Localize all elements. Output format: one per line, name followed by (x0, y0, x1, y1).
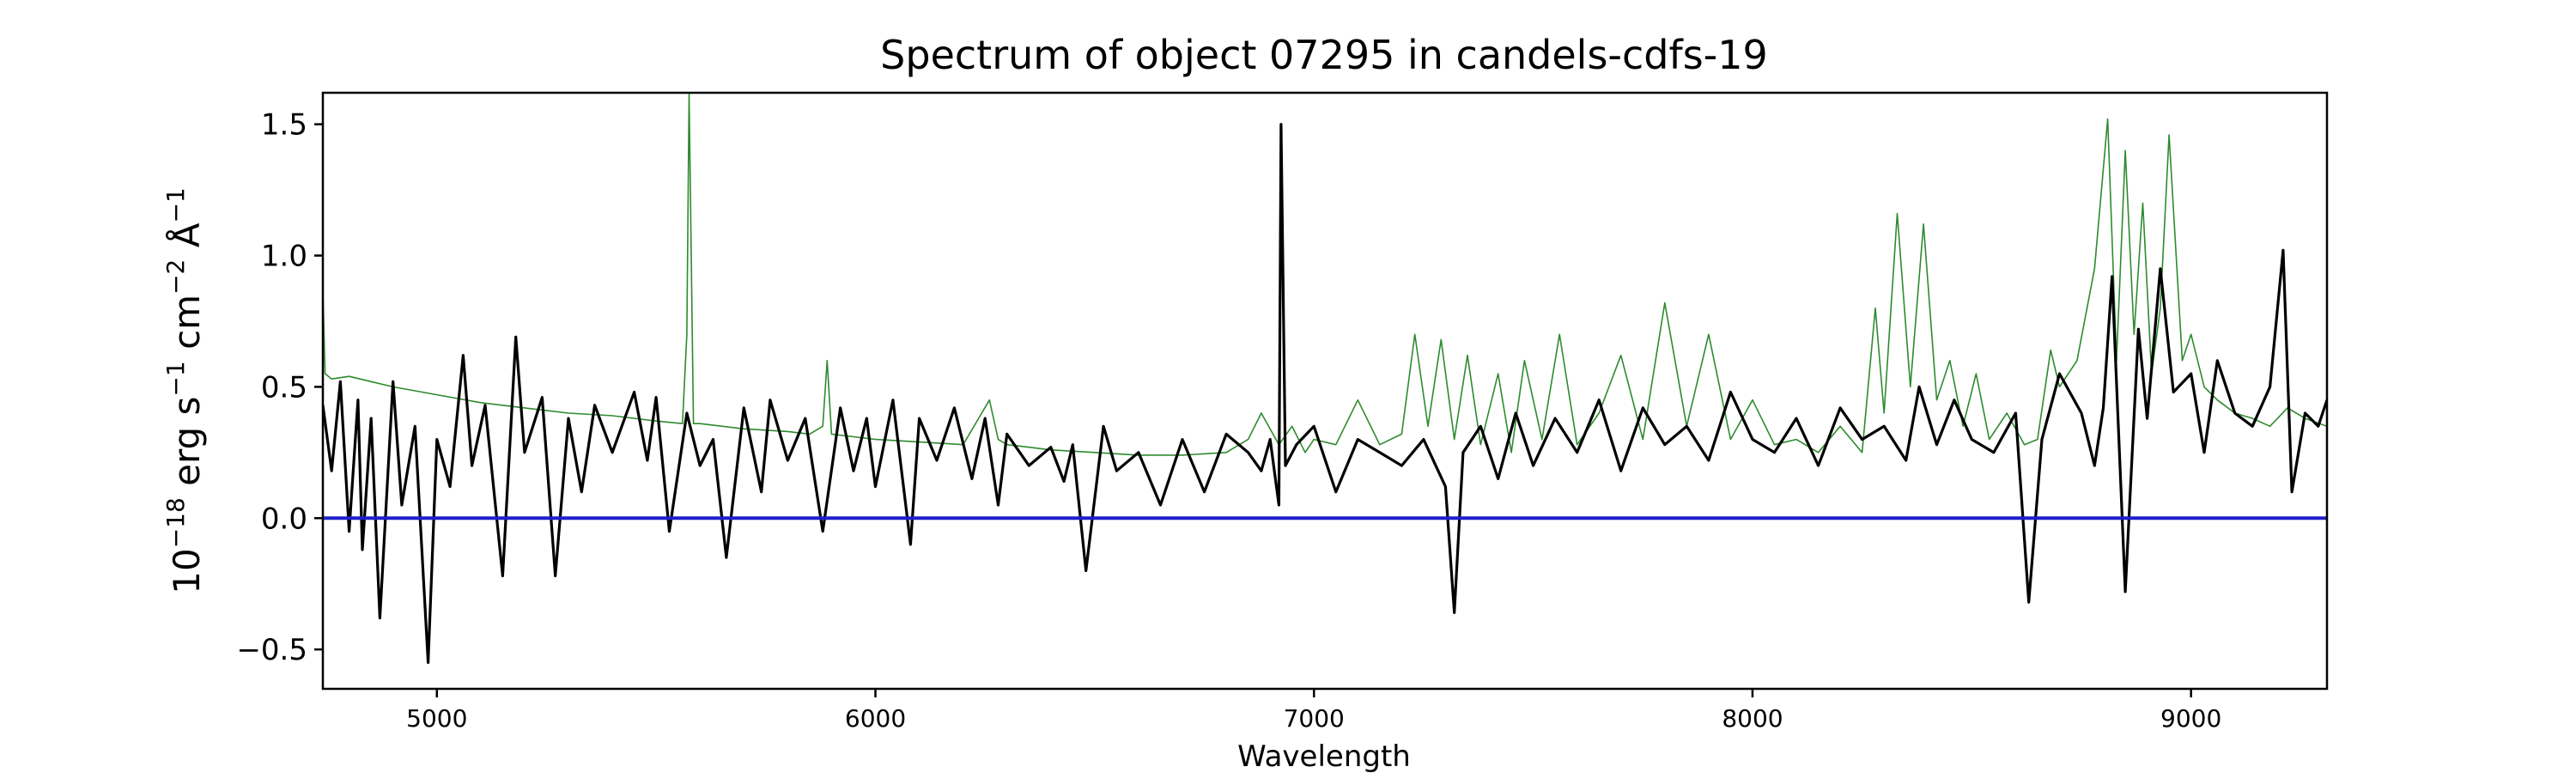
x-tick-label: 8000 (1722, 704, 1783, 733)
y-label-erg: erg s (166, 397, 208, 498)
y-label-cm: cm (166, 295, 208, 361)
y-label-base: 10 (166, 548, 208, 593)
plot-area (323, 93, 2327, 665)
y-tick-label: 1.0 (261, 240, 307, 274)
y-tick-label: 1.5 (261, 108, 307, 143)
flux-series-line (323, 123, 2327, 665)
x-tick-label: 5000 (406, 704, 467, 733)
x-axis-ticks: 5000 6000 7000 8000 9000 (406, 689, 2221, 733)
plot-frame (321, 91, 2329, 691)
y-label-exp: −18 (161, 497, 190, 548)
y-axis-ticks: −0.5 0.0 0.5 1.0 1.5 (236, 108, 323, 667)
y-label-exp2: −1 (161, 361, 190, 396)
x-tick-label: 7000 (1284, 704, 1345, 733)
y-tick-label: 0.5 (261, 370, 307, 405)
y-tick-label: 0.0 (261, 502, 307, 536)
y-tick-label: −0.5 (236, 633, 307, 667)
x-tick-label: 6000 (845, 704, 906, 733)
x-axis-label: Wavelength (1237, 740, 1411, 773)
y-label-exp3: −2 (161, 259, 190, 295)
model-series-line (323, 93, 2327, 456)
x-tick-label: 9000 (2160, 704, 2221, 733)
y-label-angstrom: Å (165, 222, 208, 259)
y-label-exp4: −1 (161, 187, 190, 222)
y-axis-label: 10−18 erg s−1 cm−2 Å−1 (161, 187, 208, 593)
chart-title: Spectrum of object 07295 in candels-cdfs… (880, 32, 1768, 78)
